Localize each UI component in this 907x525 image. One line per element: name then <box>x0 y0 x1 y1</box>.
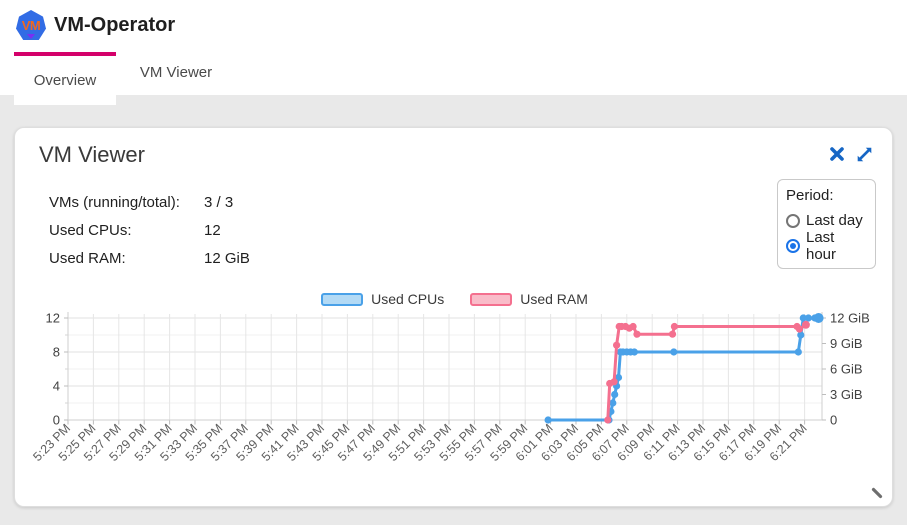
legend-label: Used RAM <box>520 291 588 307</box>
vm-operator-logo-icon: VM <box>16 10 46 40</box>
y-axis-label-left: 12 <box>46 311 60 326</box>
y-axis-label-right: 3 GiB <box>830 387 863 402</box>
radio-option-label: Last hour <box>806 228 837 263</box>
data-point <box>544 416 552 424</box>
expand-icon[interactable] <box>855 145 873 163</box>
data-point <box>794 348 802 356</box>
radio-checked-icon[interactable] <box>786 238 800 253</box>
tab-vm-viewer[interactable]: VM Viewer <box>116 52 236 93</box>
stat-row-vms: VMs (running/total): 3 / 3 <box>49 188 250 216</box>
stat-row-ram: Used RAM: 12 GiB <box>49 244 250 272</box>
data-point <box>629 322 637 331</box>
y-axis-label-left: 0 <box>53 413 60 428</box>
brand: VM VM-Operator <box>16 10 175 40</box>
y-axis-label-left: 8 <box>53 345 60 360</box>
data-point <box>670 322 679 331</box>
vm-viewer-card: VM Viewer VMs (running/total): 3 / 3 <box>14 127 893 507</box>
usage-chart-svg: 5:23 PM5:25 PM5:27 PM5:29 PM5:31 PM5:33 … <box>30 311 870 465</box>
tab-overview[interactable]: Overview <box>14 52 116 105</box>
cpu-legend-swatch <box>321 292 364 306</box>
data-point <box>795 325 804 333</box>
data-point <box>609 399 617 407</box>
data-point <box>813 313 824 323</box>
legend-item-used-cpus: Used CPUs <box>321 291 444 307</box>
y-axis-label-right: 0 <box>830 413 837 428</box>
data-point <box>613 341 621 349</box>
data-point <box>801 320 810 329</box>
data-point <box>604 416 612 424</box>
stat-label: VMs (running/total): <box>49 193 180 211</box>
legend-label: Used CPUs <box>371 291 445 307</box>
logo-accent <box>27 34 35 39</box>
y-axis-label-right: 12 GiB <box>830 311 870 326</box>
radio-option-last-hour[interactable]: Last hour <box>786 229 867 263</box>
stat-value: 12 <box>204 221 221 239</box>
tab-vm-viewer-label: VM Viewer <box>139 64 213 81</box>
radio-option-last-day[interactable]: Last day <box>786 208 867 233</box>
usage-chart: 5:23 PM 5:25 PM 5:27 PM 5:29 PM 5:31 PM 5:33 … <box>30 306 891 484</box>
data-point <box>630 348 639 356</box>
y-axis-label-right: 6 GiB <box>830 362 863 377</box>
data-point <box>799 314 807 322</box>
stat-value: 12 GiB <box>204 249 250 267</box>
data-point <box>804 314 813 322</box>
period-panel: Period: Last day Last hour <box>777 179 876 269</box>
stat-label: Used CPUs: <box>49 221 132 239</box>
radio-option-label: Last day <box>806 212 863 229</box>
chart-legend: Used CPUs Used RAM <box>15 291 894 307</box>
tab-overview-label: Overview <box>33 72 97 89</box>
logo-text: VM <box>21 17 41 33</box>
data-point <box>610 378 618 386</box>
stats-panel: VMs (running/total): 3 / 3 Used CPUs: 12… <box>49 188 250 272</box>
stat-value: 3 / 3 <box>204 193 234 211</box>
radio-unchecked-icon[interactable] <box>786 213 800 228</box>
data-point <box>668 330 677 338</box>
card-actions <box>828 145 873 163</box>
series-line-used-ram <box>606 323 808 422</box>
ram-legend-swatch <box>470 292 513 306</box>
app-header: VM VM-Operator <box>0 0 907 95</box>
resize-handle-icon[interactable] <box>869 485 885 501</box>
data-point <box>614 373 623 382</box>
data-point <box>633 330 641 338</box>
y-axis-label-left: 4 <box>53 379 60 394</box>
close-icon[interactable] <box>828 145 846 163</box>
card-title: VM Viewer <box>39 142 145 167</box>
stat-label: Used RAM: <box>49 249 126 267</box>
y-axis-label-right: 9 GiB <box>830 336 863 351</box>
period-label: Period: <box>786 187 834 204</box>
legend-item-used-ram: Used RAM <box>470 291 588 307</box>
stat-row-cpus: Used CPUs: 12 <box>49 216 250 244</box>
data-point <box>670 348 678 356</box>
data-point <box>797 331 805 339</box>
data-point <box>611 390 619 399</box>
app-title: VM-Operator <box>54 13 176 36</box>
